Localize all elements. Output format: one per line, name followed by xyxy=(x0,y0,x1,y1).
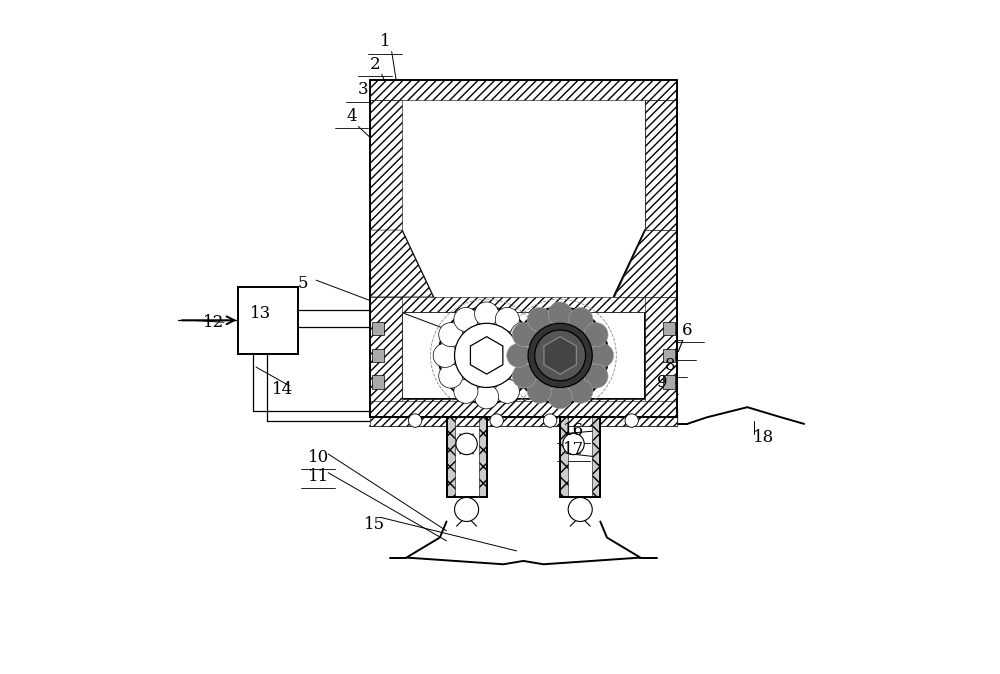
Circle shape xyxy=(512,307,608,404)
Polygon shape xyxy=(614,230,677,297)
Text: 16: 16 xyxy=(563,422,584,439)
Circle shape xyxy=(535,330,586,381)
Text: 10: 10 xyxy=(308,449,329,466)
Text: 17: 17 xyxy=(563,441,584,458)
Circle shape xyxy=(510,364,535,388)
Bar xyxy=(592,417,600,497)
Circle shape xyxy=(584,323,608,346)
Bar xyxy=(370,80,677,417)
Circle shape xyxy=(507,343,531,367)
Bar xyxy=(663,322,675,336)
Bar xyxy=(370,297,677,311)
Circle shape xyxy=(510,323,535,346)
Bar xyxy=(370,400,677,417)
Circle shape xyxy=(490,414,503,427)
Circle shape xyxy=(543,414,557,427)
Circle shape xyxy=(439,364,463,388)
Text: 13: 13 xyxy=(250,305,271,322)
Bar xyxy=(372,375,384,389)
Bar xyxy=(372,348,384,362)
Circle shape xyxy=(454,307,478,332)
Text: 9: 9 xyxy=(657,374,667,391)
Circle shape xyxy=(528,324,592,388)
Text: 1: 1 xyxy=(380,33,390,50)
Circle shape xyxy=(454,379,478,403)
Circle shape xyxy=(408,414,422,427)
Bar xyxy=(447,417,455,497)
Circle shape xyxy=(625,414,638,427)
Circle shape xyxy=(512,364,536,388)
Polygon shape xyxy=(470,337,503,374)
Text: 18: 18 xyxy=(753,429,775,446)
Polygon shape xyxy=(544,337,576,374)
Bar xyxy=(663,348,675,362)
Bar xyxy=(370,80,677,417)
Text: 6: 6 xyxy=(682,321,692,339)
Circle shape xyxy=(475,385,499,409)
Circle shape xyxy=(527,379,551,403)
Text: 3: 3 xyxy=(358,81,368,98)
Bar xyxy=(447,417,487,497)
Text: 15: 15 xyxy=(364,516,385,532)
Bar xyxy=(645,297,677,414)
Bar xyxy=(645,100,677,230)
Circle shape xyxy=(475,302,499,326)
Text: 11: 11 xyxy=(308,468,329,485)
Text: 2: 2 xyxy=(370,56,380,73)
Circle shape xyxy=(568,497,592,522)
Text: 12: 12 xyxy=(203,314,225,331)
Bar xyxy=(238,287,298,354)
Bar xyxy=(370,100,402,230)
Circle shape xyxy=(516,343,540,367)
Polygon shape xyxy=(370,230,433,297)
Text: 8: 8 xyxy=(665,357,676,373)
Bar xyxy=(372,322,384,336)
Circle shape xyxy=(569,379,593,403)
Bar xyxy=(370,414,677,426)
Bar xyxy=(370,80,677,100)
Bar xyxy=(370,297,402,414)
Text: 5: 5 xyxy=(298,275,308,292)
Circle shape xyxy=(439,323,463,346)
Circle shape xyxy=(548,385,572,409)
Bar xyxy=(560,417,568,497)
Text: 4: 4 xyxy=(346,108,357,125)
Circle shape xyxy=(527,307,551,332)
Bar xyxy=(402,100,645,230)
Circle shape xyxy=(495,307,519,332)
Circle shape xyxy=(569,307,593,332)
Circle shape xyxy=(439,307,535,404)
Bar xyxy=(370,399,677,414)
Polygon shape xyxy=(580,414,677,417)
Text: 7: 7 xyxy=(674,339,684,356)
Polygon shape xyxy=(370,414,467,417)
Circle shape xyxy=(433,343,457,367)
Text: 14: 14 xyxy=(272,381,293,398)
Circle shape xyxy=(455,324,519,388)
Bar xyxy=(560,417,600,497)
Circle shape xyxy=(584,364,608,388)
Circle shape xyxy=(548,302,572,326)
Circle shape xyxy=(456,433,477,455)
Circle shape xyxy=(512,323,536,346)
Circle shape xyxy=(495,379,519,403)
Circle shape xyxy=(590,343,614,367)
Bar xyxy=(663,375,675,389)
Bar xyxy=(479,417,487,497)
Circle shape xyxy=(455,497,479,522)
Circle shape xyxy=(563,433,584,455)
